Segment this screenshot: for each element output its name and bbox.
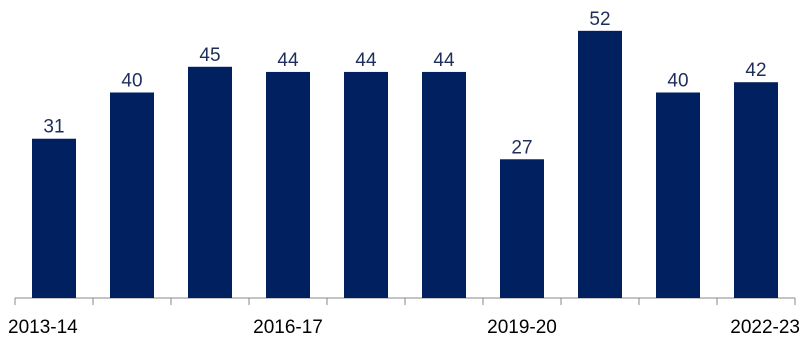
bar [266,71,310,299]
bar [422,71,466,299]
bar [656,92,700,298]
bar [188,66,232,298]
data-label: 40 [667,70,688,91]
data-label: 44 [277,50,299,71]
data-label: 42 [745,60,766,81]
data-label: 45 [199,45,220,66]
bar [344,71,388,299]
data-label: 44 [433,50,455,71]
data-label: 31 [43,117,64,138]
bar [734,82,778,298]
bar [500,159,544,298]
data-label: 44 [355,50,377,71]
x-tick-label: 2022-23 [730,317,800,338]
bar [32,138,76,298]
bar [578,30,622,299]
data-label: 40 [121,70,142,91]
bar [110,92,154,298]
x-tick-label: 2019-20 [487,317,557,338]
x-tick-label: 2013-14 [8,317,78,338]
x-tick-label: 2016-17 [253,317,323,338]
data-label: 52 [589,9,610,30]
data-label: 27 [511,137,532,158]
